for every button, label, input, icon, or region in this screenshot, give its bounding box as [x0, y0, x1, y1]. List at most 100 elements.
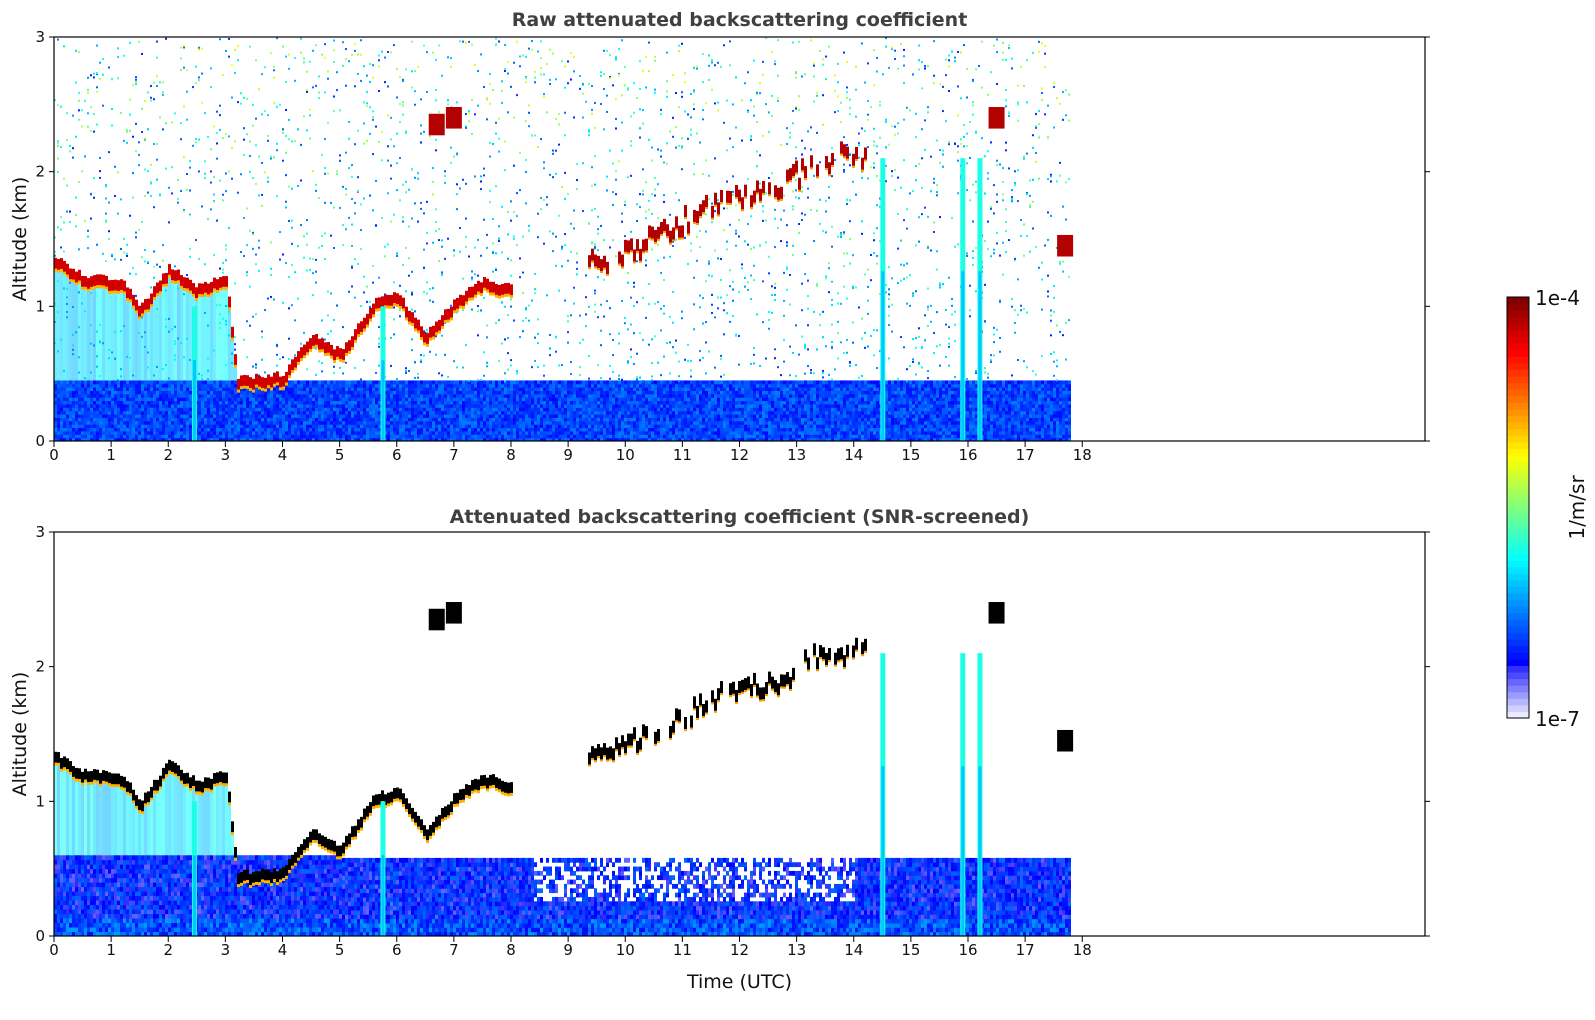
- noise-speck: [378, 342, 380, 345]
- heatmap-cell: [450, 420, 453, 425]
- heatmap-cell: [342, 414, 345, 418]
- heatmap-cell: [180, 403, 183, 408]
- heatmap-cell: [585, 414, 588, 418]
- heatmap-cell: [573, 424, 576, 429]
- heatmap-cell: [420, 397, 423, 402]
- heatmap-cell: [426, 383, 429, 388]
- layer-cell: [501, 294, 504, 298]
- noise-speck: [402, 216, 404, 219]
- heatmap-cell: [270, 407, 273, 412]
- heatmap-cell: [579, 427, 582, 432]
- heatmap-cell: [576, 397, 579, 402]
- heatmap-cell: [510, 414, 513, 418]
- heatmap-cell: [420, 400, 423, 405]
- heatmap-cell: [567, 410, 570, 415]
- heatmap-cell: [273, 387, 276, 391]
- heatmap-cell: [162, 383, 165, 388]
- layer-cell: [54, 271, 57, 381]
- noise-speck: [387, 145, 389, 148]
- noise-speck: [591, 209, 593, 212]
- heatmap-cell: [225, 434, 228, 439]
- heatmap-cell: [63, 383, 66, 388]
- noise-speck: [249, 45, 251, 48]
- heatmap-cell: [159, 407, 162, 412]
- heatmap-cell: [528, 414, 531, 418]
- heatmap-cell: [273, 437, 276, 442]
- heatmap-cell: [441, 393, 444, 398]
- heatmap-cell: [456, 434, 459, 439]
- heatmap-cell: [312, 393, 315, 398]
- heatmap-cell: [78, 407, 81, 412]
- heatmap-cell: [297, 397, 300, 402]
- heatmap-cell: [441, 437, 444, 442]
- heatmap-cell: [213, 407, 216, 412]
- heatmap-cell: [285, 393, 288, 398]
- heatmap-cell: [447, 380, 450, 385]
- heatmap-cell: [546, 414, 549, 418]
- heatmap-cell: [495, 424, 498, 429]
- noise-speck: [453, 254, 455, 257]
- heatmap-cell: [255, 420, 258, 425]
- noise-speck: [315, 44, 317, 47]
- heatmap-cell: [519, 390, 522, 395]
- heatmap-cell: [318, 417, 321, 422]
- heatmap-cell: [63, 414, 66, 418]
- noise-speck: [378, 345, 380, 348]
- heatmap-cell: [432, 387, 435, 391]
- layer-cell: [420, 326, 423, 340]
- noise-speck: [438, 44, 440, 47]
- heatmap-cell: [138, 437, 141, 442]
- noise-speck: [384, 255, 386, 258]
- noise-speck: [288, 358, 290, 361]
- noise-speck: [510, 259, 512, 262]
- noise-speck: [186, 274, 188, 277]
- heatmap-cell: [582, 383, 585, 388]
- heatmap-cell: [546, 434, 549, 439]
- heatmap-cell: [327, 434, 330, 439]
- heatmap-cell: [87, 410, 90, 415]
- heatmap-cell: [387, 414, 390, 418]
- heatmap-cell: [291, 400, 294, 405]
- heatmap-cell: [309, 397, 312, 402]
- heatmap-cell: [399, 420, 402, 425]
- noise-speck: [363, 359, 365, 362]
- noise-speck: [387, 159, 389, 162]
- heatmap-cell: [549, 427, 552, 432]
- noise-speck: [303, 115, 305, 118]
- heatmap-cell: [303, 420, 306, 425]
- heatmap-cell: [162, 430, 165, 435]
- heatmap-cell: [183, 393, 186, 398]
- noise-speck: [369, 106, 371, 109]
- noise-speck: [120, 247, 122, 250]
- heatmap-cell: [129, 430, 132, 435]
- heatmap-cell: [255, 403, 258, 408]
- heatmap-cell: [147, 380, 150, 385]
- noise-speck: [588, 82, 590, 85]
- heatmap-cell: [78, 383, 81, 388]
- heatmap-cell: [432, 430, 435, 435]
- noise-speck: [390, 177, 392, 180]
- noise-speck: [501, 101, 503, 104]
- heatmap-cell: [150, 427, 153, 432]
- heatmap-cell: [588, 380, 591, 385]
- heatmap-cell: [519, 430, 522, 435]
- layer-cell: [156, 293, 159, 297]
- heatmap-cell: [558, 410, 561, 415]
- heatmap-cell: [237, 437, 240, 442]
- noise-speck: [213, 193, 215, 196]
- heatmap-cell: [564, 393, 567, 398]
- heatmap-cell: [105, 420, 108, 425]
- noise-speck: [423, 354, 425, 357]
- layer-cell: [423, 342, 426, 346]
- heatmap-cell: [228, 387, 231, 391]
- heatmap-cell: [303, 410, 306, 415]
- heatmap-cell: [450, 383, 453, 388]
- layer-cell: [504, 283, 507, 296]
- heatmap-cell: [564, 383, 567, 388]
- heatmap-cell: [297, 403, 300, 408]
- heatmap-cell: [462, 414, 465, 418]
- noise-speck: [492, 217, 494, 220]
- heatmap-cell: [480, 410, 483, 415]
- heatmap-cell: [201, 380, 204, 385]
- noise-speck: [366, 300, 368, 303]
